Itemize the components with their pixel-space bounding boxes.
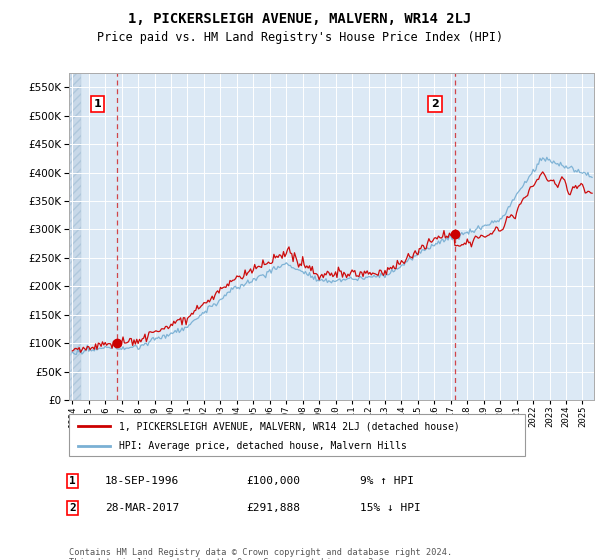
Text: 9% ↑ HPI: 9% ↑ HPI [360,476,414,486]
Text: 1, PICKERSLEIGH AVENUE, MALVERN, WR14 2LJ (detached house): 1, PICKERSLEIGH AVENUE, MALVERN, WR14 2L… [119,421,460,431]
Text: 2: 2 [431,99,439,109]
Text: 1: 1 [69,476,76,486]
Text: Price paid vs. HM Land Registry's House Price Index (HPI): Price paid vs. HM Land Registry's House … [97,31,503,44]
Text: £291,888: £291,888 [246,503,300,513]
Text: £100,000: £100,000 [246,476,300,486]
FancyBboxPatch shape [69,414,525,456]
Text: Contains HM Land Registry data © Crown copyright and database right 2024.
This d: Contains HM Land Registry data © Crown c… [69,548,452,560]
Text: 18-SEP-1996: 18-SEP-1996 [105,476,179,486]
Text: 1, PICKERSLEIGH AVENUE, MALVERN, WR14 2LJ: 1, PICKERSLEIGH AVENUE, MALVERN, WR14 2L… [128,12,472,26]
Text: 28-MAR-2017: 28-MAR-2017 [105,503,179,513]
Text: 15% ↓ HPI: 15% ↓ HPI [360,503,421,513]
Text: 2: 2 [69,503,76,513]
Text: HPI: Average price, detached house, Malvern Hills: HPI: Average price, detached house, Malv… [119,441,407,451]
Text: 1: 1 [94,99,101,109]
